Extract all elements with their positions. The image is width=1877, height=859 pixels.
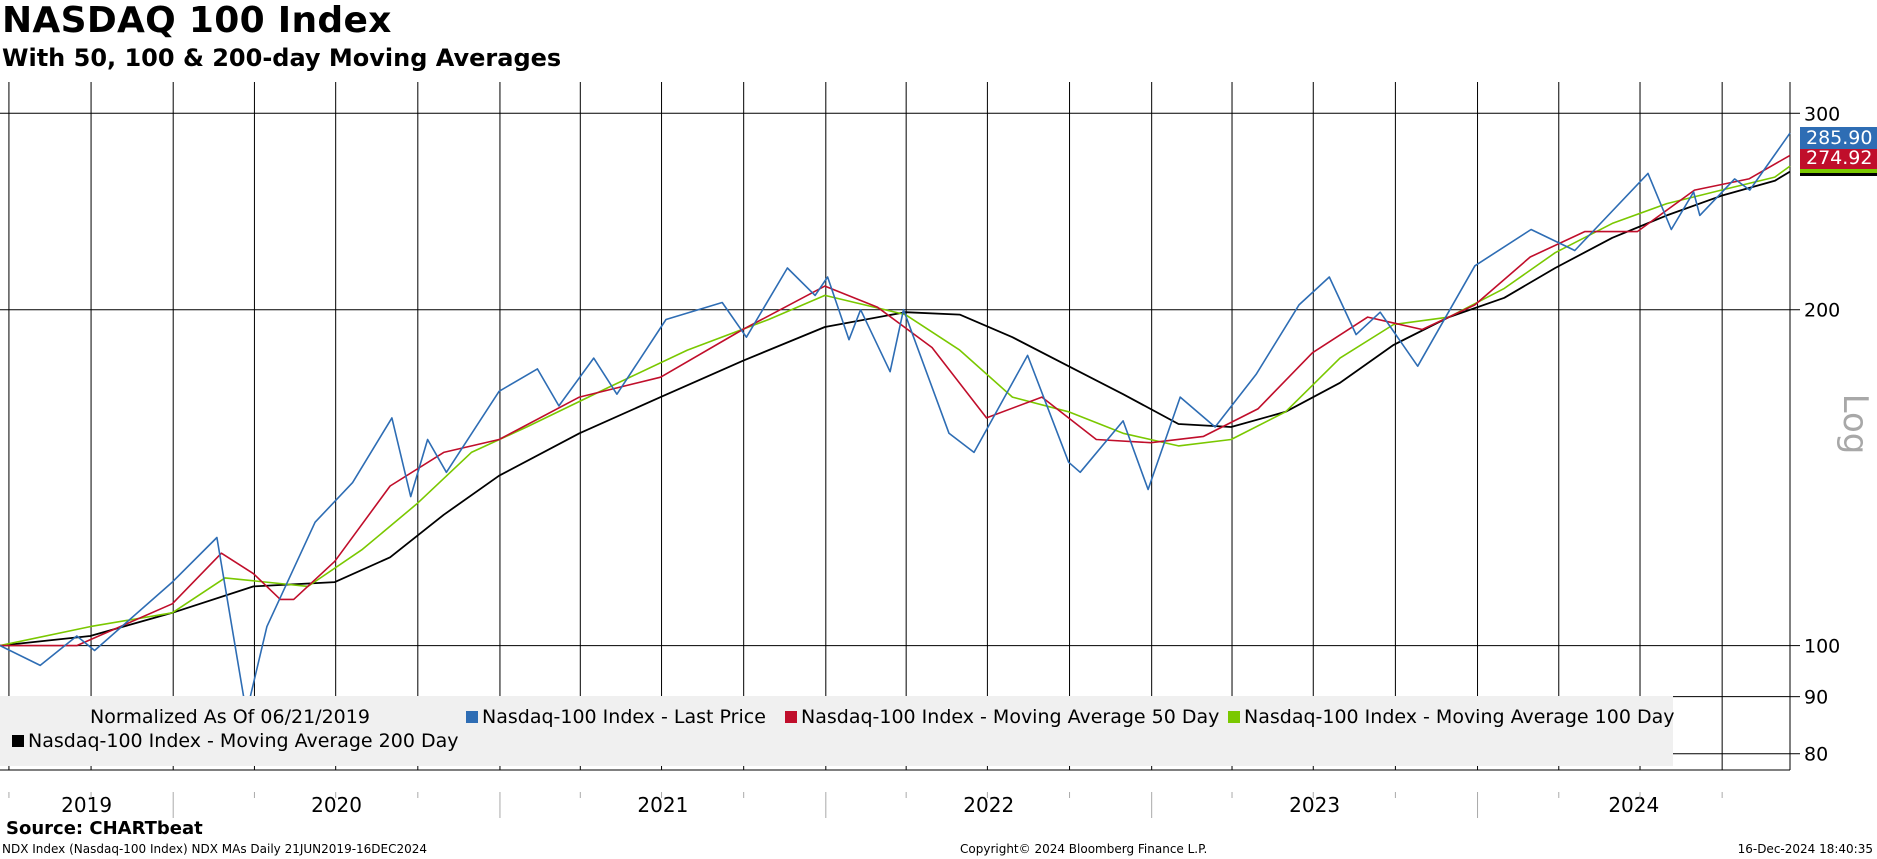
- log-scale-label: Log: [1835, 394, 1875, 455]
- legend-swatch-ma50: [785, 711, 797, 723]
- x-year-label: 2021: [637, 793, 688, 817]
- ma50-tag: 274.92: [1800, 147, 1877, 169]
- legend-label: Nasdaq-100 Index - Last Price: [482, 706, 766, 728]
- source-note: Source: CHARTbeat: [6, 818, 203, 839]
- timestamp: 16-Dec-2024 18:40:35: [1737, 842, 1873, 856]
- series-group: [0, 132, 1791, 714]
- y-tick-label: 100: [1804, 636, 1840, 658]
- legend-swatch-ma100: [1228, 711, 1240, 723]
- y-tick-label: 90: [1804, 687, 1828, 709]
- series-last-price: [0, 132, 1791, 714]
- x-year-label: 2020: [311, 793, 362, 817]
- y-axis: 300 200 100 90 80: [1790, 103, 1840, 766]
- ma200-tag: [1800, 173, 1877, 176]
- legend-label: Nasdaq-100 Index - Moving Average 200 Da…: [28, 730, 459, 752]
- legend-normalized-note: Normalized As Of 06/21/2019: [90, 706, 370, 728]
- chart-subtitle: With 50, 100 & 200-day Moving Averages: [2, 44, 562, 72]
- y-tick-label: 80: [1804, 744, 1828, 766]
- series-ma50: [0, 154, 1791, 647]
- last-price-tag: 285.90: [1800, 127, 1877, 149]
- legend-swatch-last-price: [466, 711, 478, 723]
- chart-title: NASDAQ 100 Index: [2, 0, 392, 41]
- legend-item-ma100: Nasdaq-100 Index - Moving Average 100 Da…: [1228, 706, 1675, 728]
- series-ma200: [0, 170, 1791, 647]
- x-year-label: 2022: [963, 793, 1014, 817]
- x-year-label: 2024: [1608, 793, 1659, 817]
- legend: Normalized As Of 06/21/2019 Nasdaq-100 I…: [0, 696, 1675, 766]
- x-year-label: 2019: [61, 793, 112, 817]
- series-ma100: [0, 165, 1791, 647]
- x-axis: 2019 2020 2021 2022 2023 2024: [8, 792, 1723, 818]
- legend-label: Nasdaq-100 Index - Moving Average 100 Da…: [1244, 706, 1675, 728]
- legend-swatch-ma200: [12, 735, 24, 747]
- legend-item-ma200: Nasdaq-100 Index - Moving Average 200 Da…: [12, 730, 459, 752]
- legend-label: Nasdaq-100 Index - Moving Average 50 Day: [801, 706, 1220, 728]
- grid-lines: [0, 82, 1791, 771]
- ticker-line: NDX Index (Nasdaq-100 Index) NDX MAs Dai…: [2, 842, 428, 856]
- y-tick-label: 200: [1804, 300, 1840, 322]
- y-tick-label: 300: [1804, 103, 1840, 125]
- legend-item-ma50: Nasdaq-100 Index - Moving Average 50 Day: [785, 706, 1219, 728]
- copyright: Copyright© 2024 Bloomberg Finance L.P.: [960, 842, 1208, 856]
- ma100-tag: [1800, 168, 1877, 173]
- legend-item-last-price: Nasdaq-100 Index - Last Price: [466, 706, 766, 728]
- x-year-label: 2023: [1289, 793, 1340, 817]
